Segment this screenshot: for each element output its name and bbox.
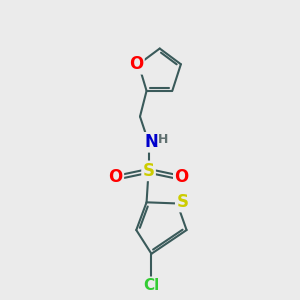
Text: S: S [142,162,154,180]
Text: S: S [176,193,188,211]
Text: H: H [158,133,169,146]
Text: O: O [129,55,143,73]
Text: N: N [145,133,158,151]
Text: O: O [109,168,123,186]
Text: Cl: Cl [143,278,160,293]
Text: O: O [174,168,189,186]
